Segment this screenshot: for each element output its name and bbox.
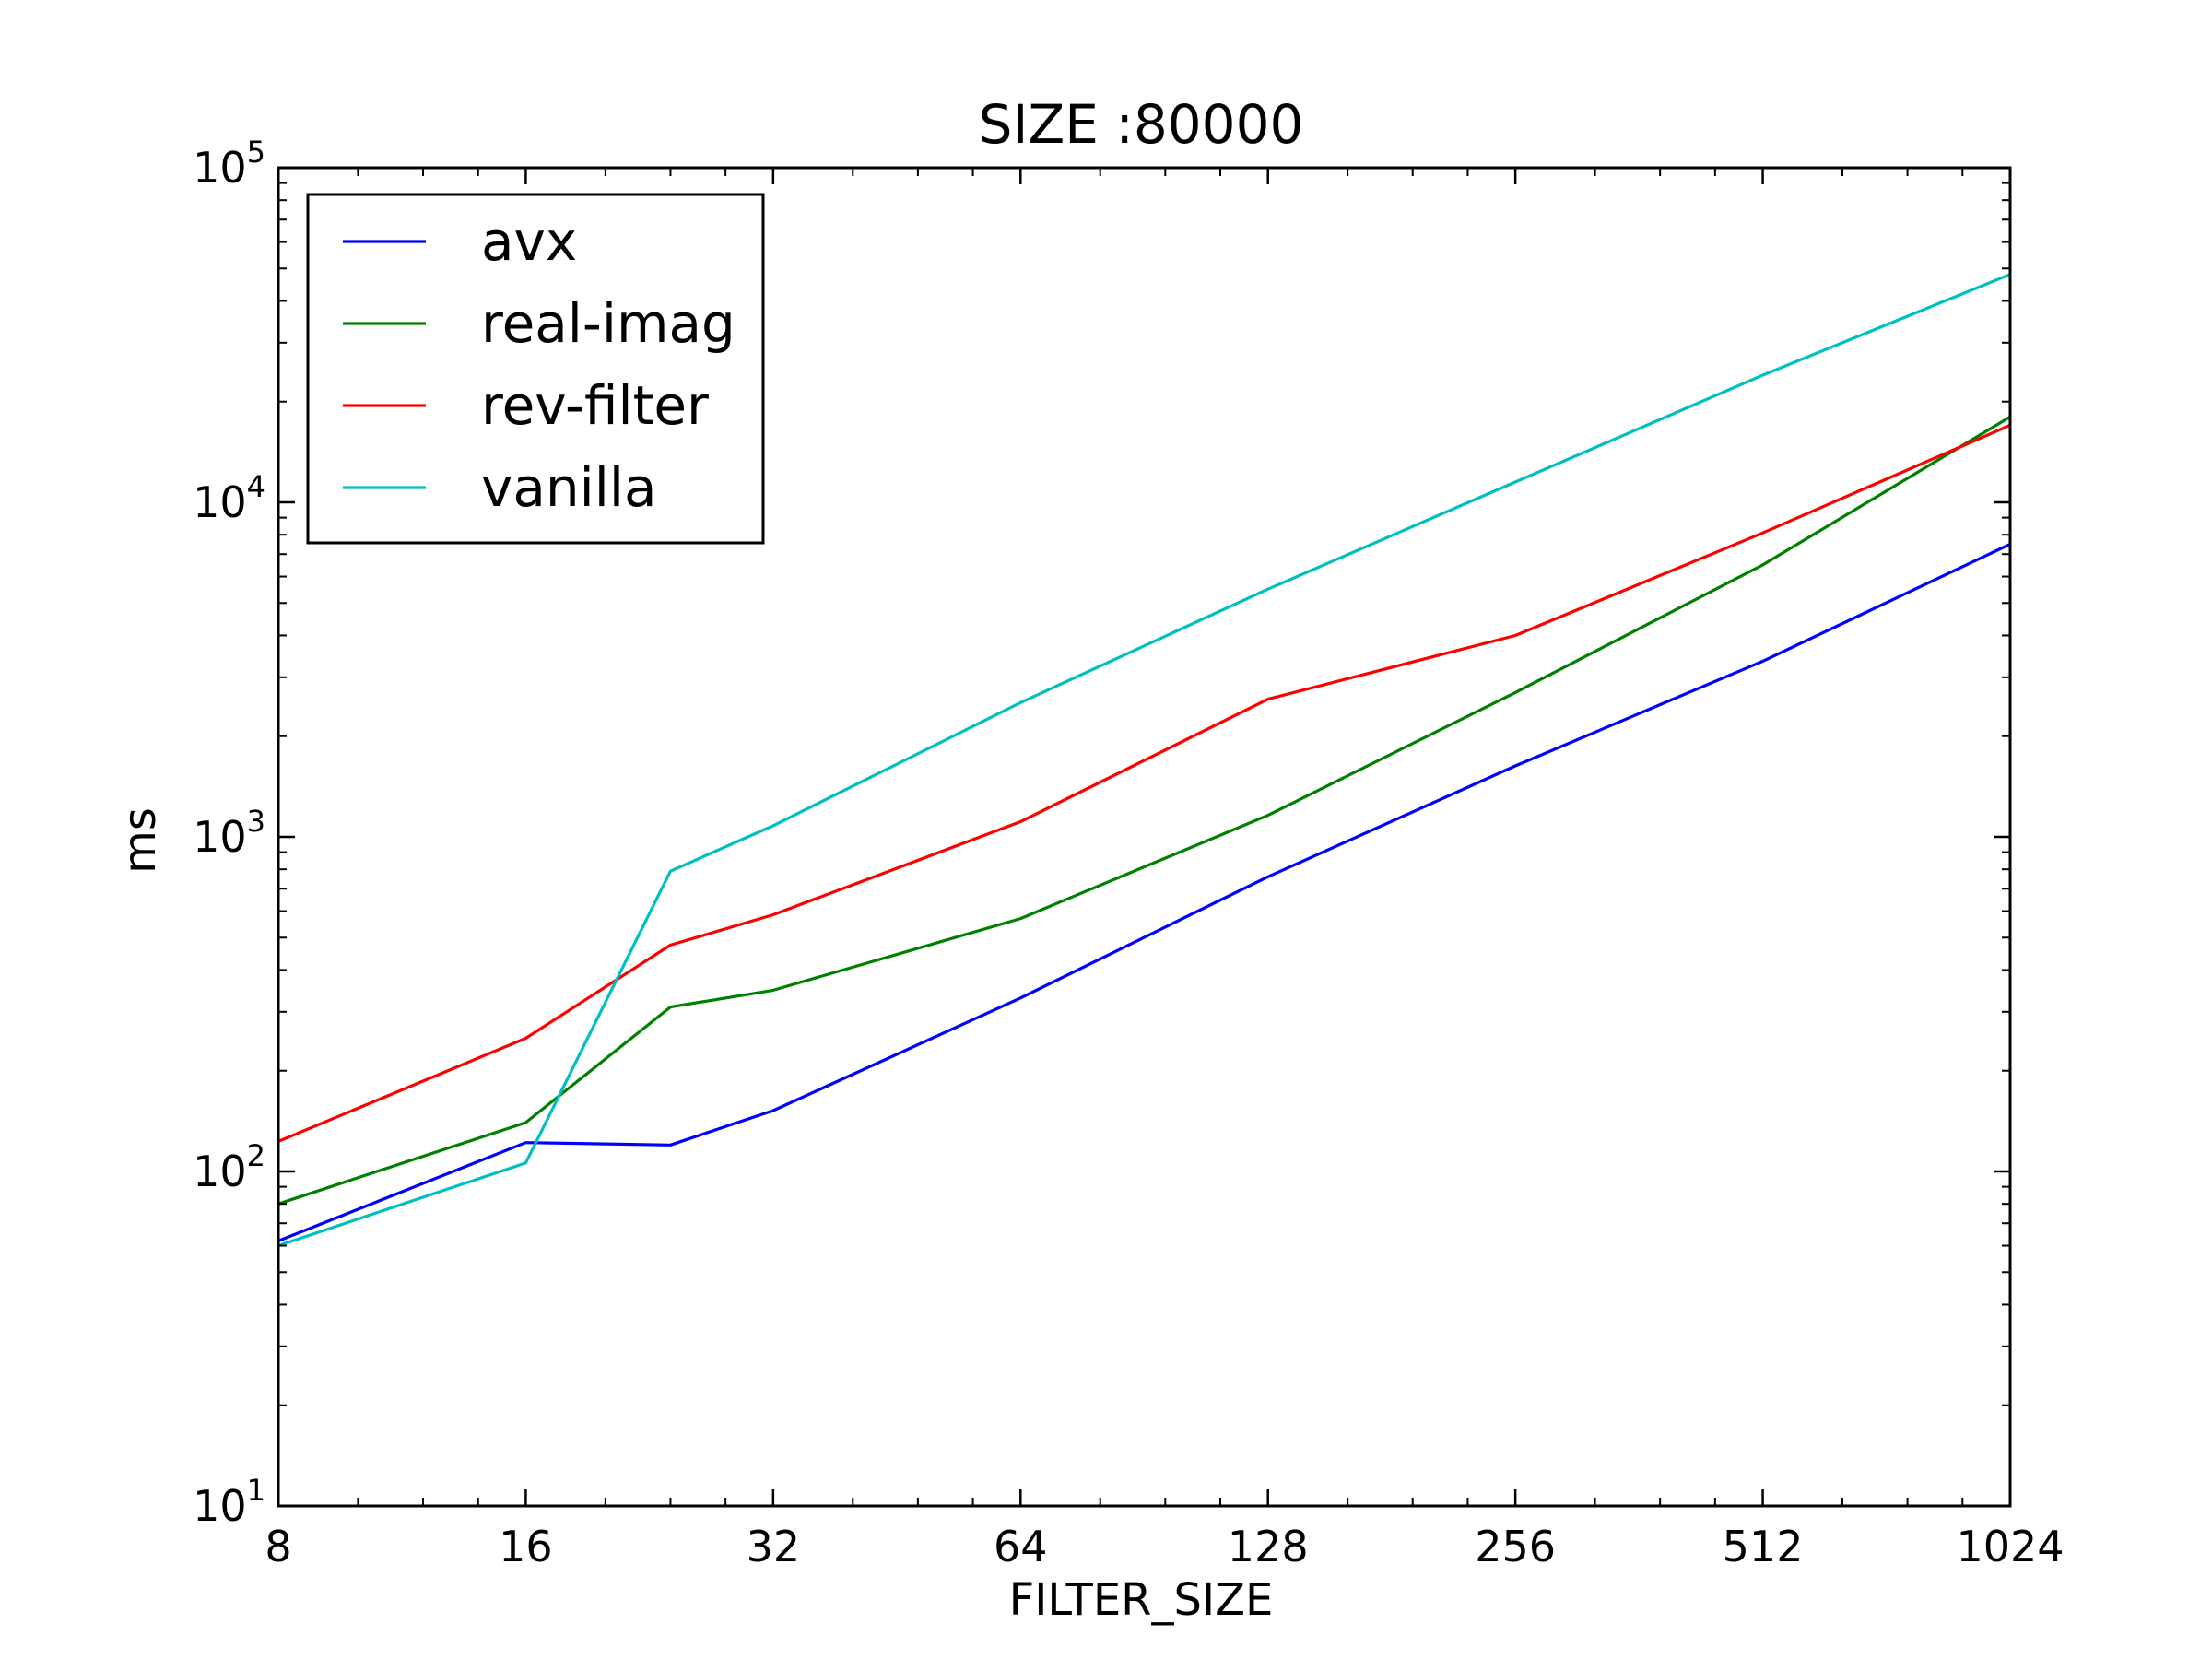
y-tick-exponent: 4	[247, 469, 265, 504]
y-tick-label: 105	[193, 135, 265, 193]
y-tick-exponent: 5	[247, 135, 265, 170]
x-tick-label: 512	[1723, 1522, 1804, 1571]
legend-label-vanilla: vanilla	[481, 456, 657, 519]
x-tick-label: 256	[1475, 1522, 1556, 1571]
legend-box	[306, 193, 765, 545]
series-line-vanilla	[277, 273, 2011, 1248]
y-tick-label: 103	[193, 804, 265, 862]
y-tick-exponent: 2	[247, 1138, 265, 1173]
y-tick-exponent: 1	[247, 1473, 265, 1508]
legend: avx real-imag rev-filter vanilla	[306, 193, 765, 545]
y-tick-base: 10	[193, 1481, 247, 1531]
y-tick-base: 10	[193, 812, 247, 862]
y-tick-exponent: 3	[247, 804, 265, 839]
y-tick-label: 104	[193, 469, 265, 527]
x-tick-label: 8	[265, 1522, 291, 1571]
x-tick-label: 64	[994, 1522, 1048, 1571]
legend-label-real-imag: real-imag	[481, 292, 735, 355]
y-axis-label: ms	[114, 807, 166, 874]
x-tick-label: 128	[1228, 1522, 1309, 1571]
x-axis-label: FILTER_SIZE	[1009, 1574, 1274, 1626]
legend-label-rev-filter: rev-filter	[481, 374, 709, 437]
y-tick-label: 102	[193, 1138, 265, 1196]
chart-title: SIZE :80000	[979, 93, 1304, 156]
legend-label-avx: avx	[481, 210, 577, 273]
series-line-avx	[277, 542, 2011, 1242]
y-tick-base: 10	[193, 143, 247, 193]
x-tick-label: 16	[499, 1522, 553, 1571]
plot-lines	[277, 273, 2011, 1248]
x-tick-label: 32	[747, 1522, 801, 1571]
y-tick-label: 101	[193, 1473, 265, 1531]
y-tick-base: 10	[193, 1147, 247, 1196]
series-line-real-imag	[277, 415, 2011, 1206]
series-line-rev-filter	[277, 423, 2011, 1143]
y-tick-base: 10	[193, 477, 247, 527]
x-tick-label: 1024	[1956, 1522, 2064, 1571]
